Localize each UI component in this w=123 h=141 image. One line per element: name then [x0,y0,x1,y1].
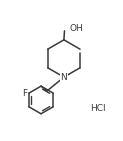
Text: HCl: HCl [90,104,105,114]
Text: N: N [61,73,67,82]
Text: OH: OH [69,24,83,33]
Text: F: F [22,89,27,98]
